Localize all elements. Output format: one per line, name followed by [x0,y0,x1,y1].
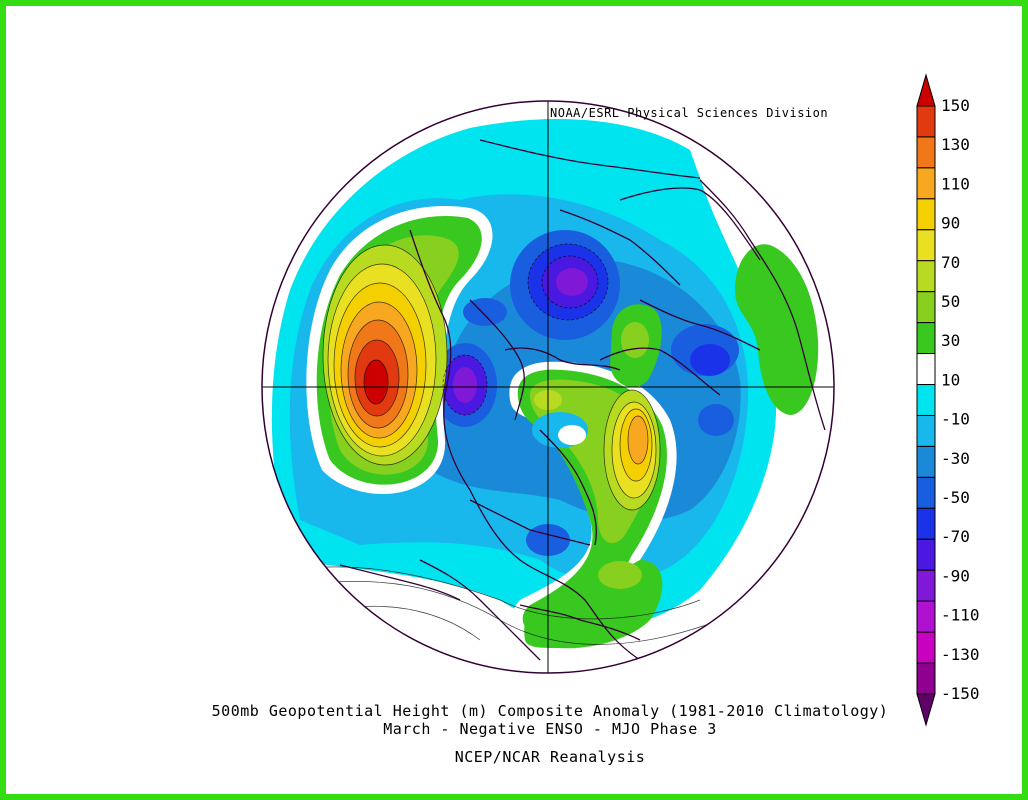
map-outline [261,100,835,674]
map-title: 500mb Geopotential Height (m) Composite … [211,702,889,720]
colorbar-segment [916,600,936,633]
colorbar-arrow-top [916,73,936,107]
colorbar-label: -30 [941,449,970,468]
colorbar-segment [916,631,936,664]
colorbar-segment [916,229,936,262]
colorbar-label: 150 [941,96,970,115]
colorbar: 150 130 110 90 70 50 30 10 -10 -30 -50 -70 -90 -110 -1… [916,73,980,727]
colorbar-segment [916,198,936,231]
colorbar-label: 30 [941,331,960,350]
north-atlantic-ridge-south [524,560,663,649]
colorbar-label: -130 [941,645,980,664]
colorbar-segment [916,538,936,571]
colorbar-label: -10 [941,410,970,429]
colorbar-label: -110 [941,606,980,625]
north-pacific-ridge [306,205,493,494]
colorbar-arrow-bottom [916,693,936,727]
colorbar-segment [916,291,936,324]
colorbar-segment [916,414,936,447]
siberia-trough [526,324,739,556]
coastlines [339,139,826,661]
colorbar-label: 10 [941,370,960,389]
map-subtitle: March - Negative ENSO - MJO Phase 3 [383,720,717,738]
colorbar-label: 50 [941,292,960,311]
colorbar-segment [916,105,936,138]
colorbar-segment [916,662,936,695]
colorbar-label: -90 [941,566,970,585]
colorbar-label: -150 [941,684,980,703]
colorbar-segment [916,322,936,355]
map-disc [262,101,834,673]
colorbar-segment [916,445,936,478]
colorbar-segment [916,260,936,293]
colorbar-segment [916,507,936,540]
east-asia-ridge [735,244,819,415]
data-source: NCEP/NCAR Reanalysis [454,748,646,766]
colorbar-segment [916,569,936,602]
credit-text: NOAA/ESRL Physical Sciences Division [550,106,829,120]
colorbar-segment [916,136,936,169]
colorbar-label: 70 [941,253,960,272]
colorbar-label: 130 [941,135,970,154]
ural-ridge [610,304,662,388]
arctic-trough [510,230,620,340]
colorbar-label: -50 [941,488,970,507]
colorbar-label: 110 [941,174,970,193]
north-atlantic-ridge [509,361,677,651]
colorbar-segment [916,353,936,386]
colorbar-label: 90 [941,214,960,233]
colorbar-segment [916,167,936,200]
colorbar-segment [916,476,936,509]
colorbar-segment [916,384,936,416]
colorbar-label: -70 [941,527,970,546]
